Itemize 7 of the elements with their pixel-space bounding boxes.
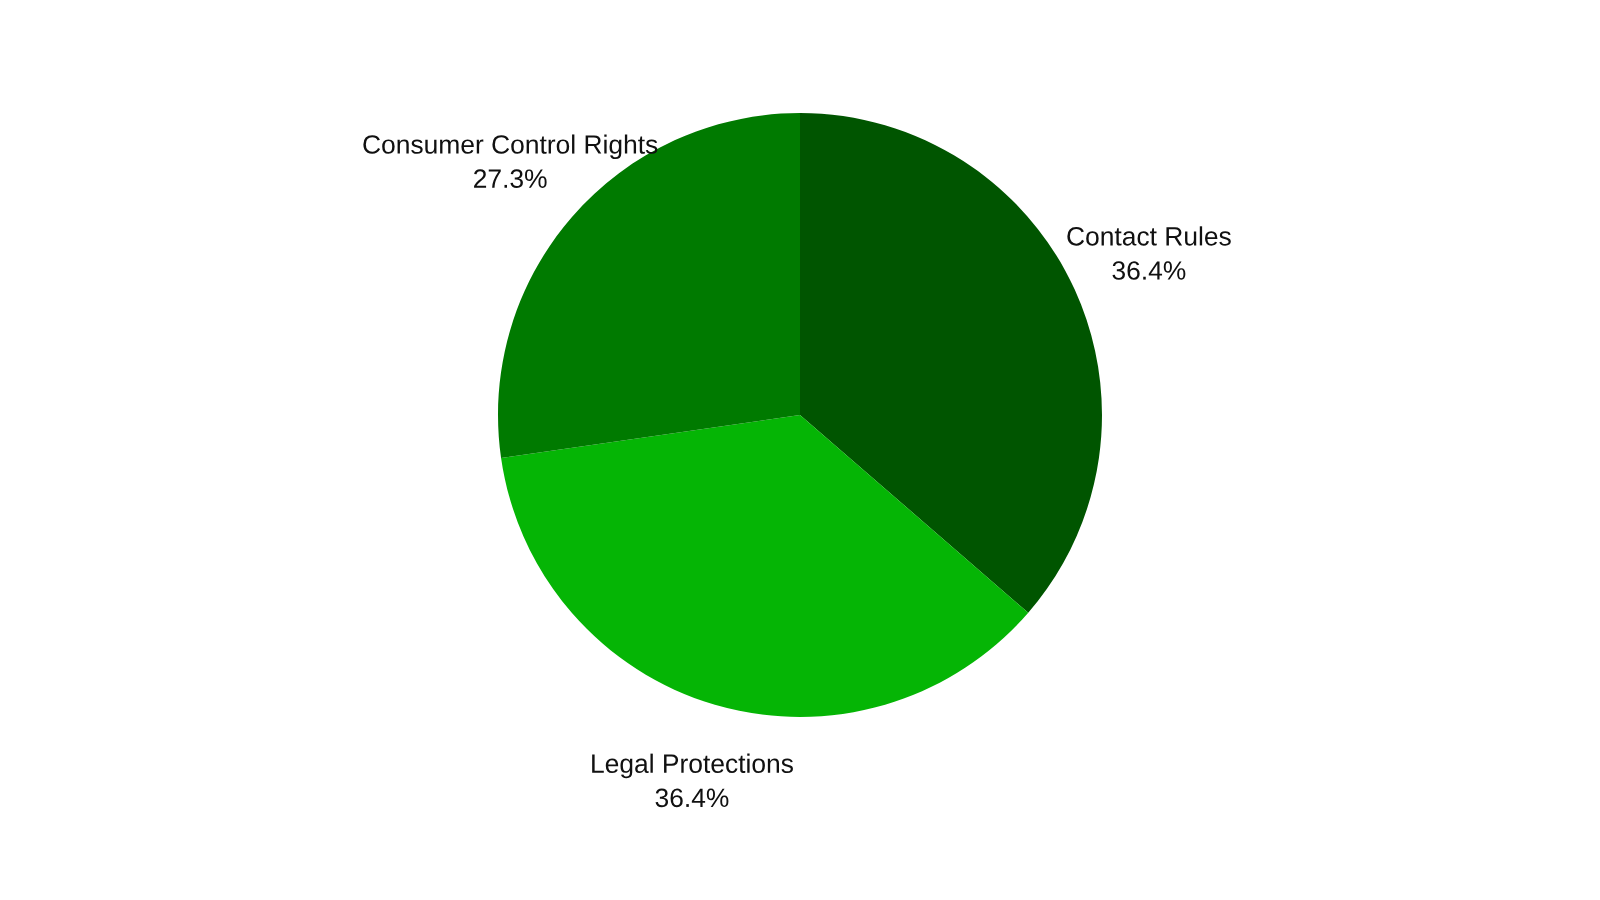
- slice-label: Consumer Control Rights: [363, 134, 658, 160]
- data-label: 36.4%: [655, 788, 729, 808]
- slice-label: Contact Rules: [1067, 226, 1231, 246]
- data-label: 27.3%: [474, 169, 547, 188]
- slice-label: Legal Protections: [592, 753, 793, 779]
- data-label: 36.4%: [1112, 261, 1186, 280]
- pie-slice: [501, 415, 1029, 717]
